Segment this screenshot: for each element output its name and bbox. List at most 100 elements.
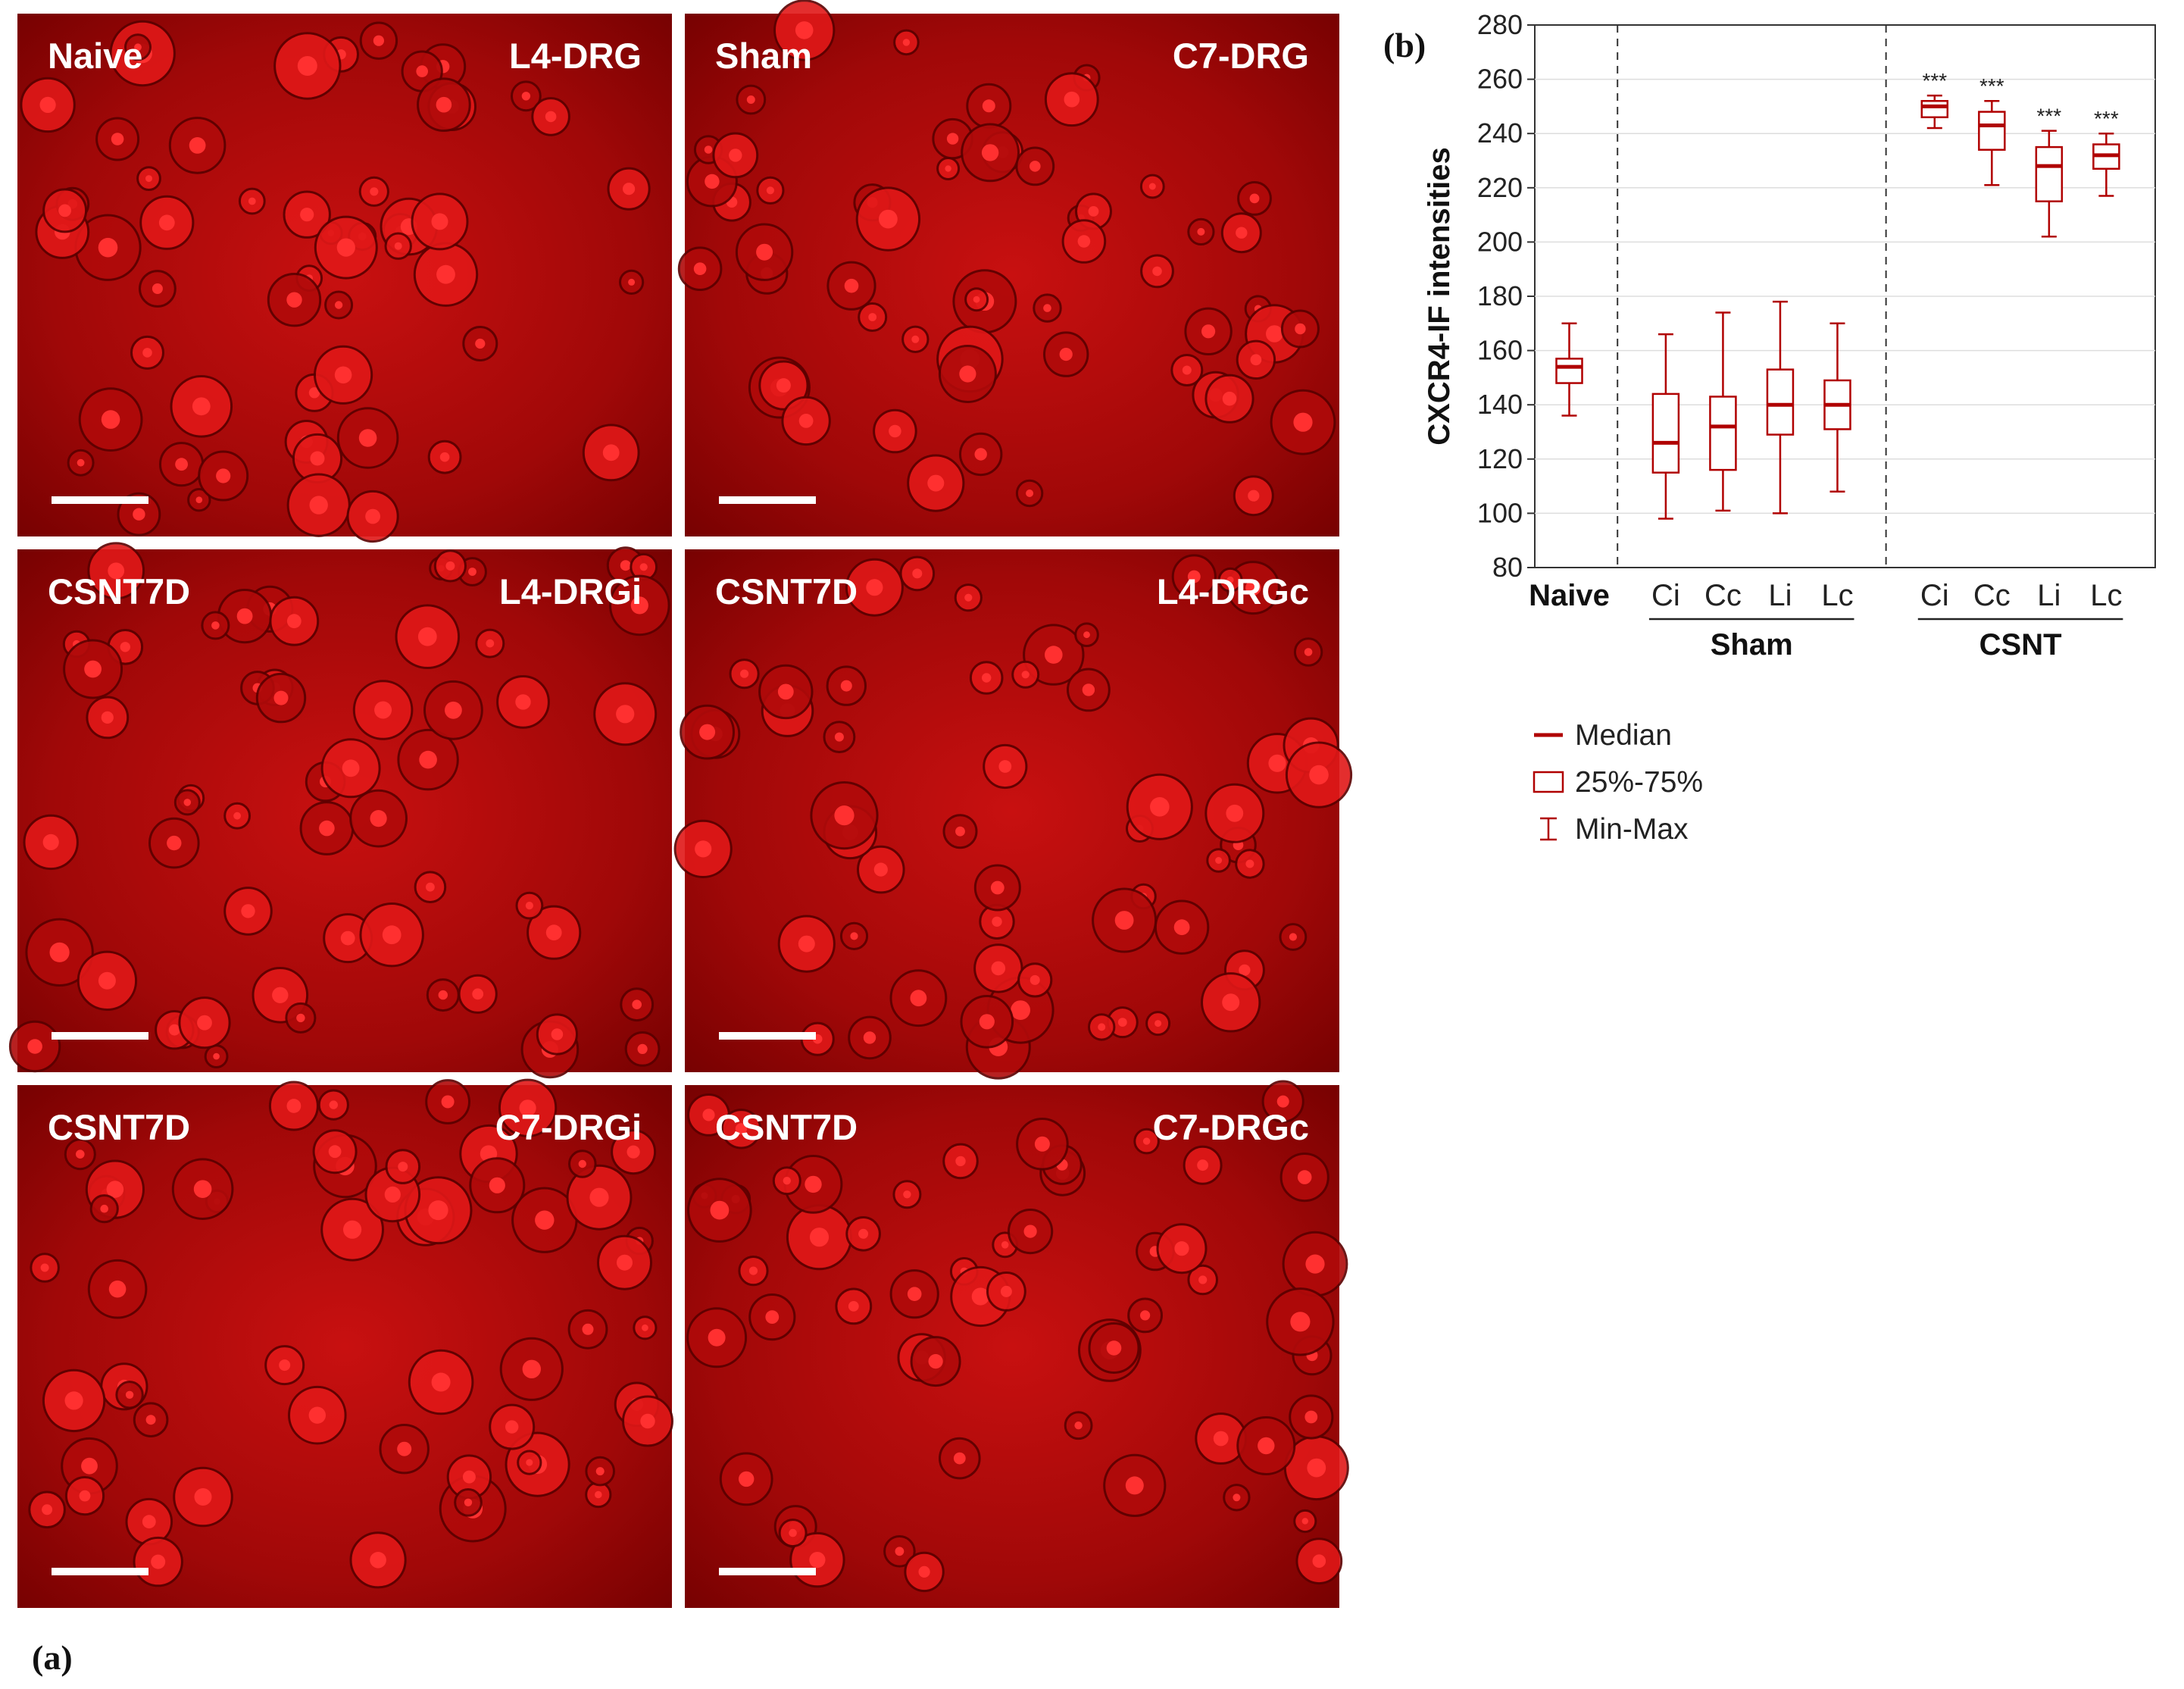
group-label: Sham	[715, 36, 812, 76]
neuron-nucleus	[955, 826, 965, 837]
iqr-box	[1920, 99, 1949, 118]
neuron-nucleus	[630, 596, 648, 615]
group-label: CSNT7D	[715, 1107, 858, 1147]
neuron-nucleus	[809, 1228, 830, 1247]
legend-item: Median	[1534, 719, 1672, 752]
neuron-nucleus	[1268, 754, 1286, 772]
neuron-nucleus	[1000, 1285, 1012, 1297]
box-1	[1555, 322, 1583, 417]
neuron-nucleus	[912, 568, 923, 579]
neuron-nucleus	[1011, 1000, 1030, 1020]
neuron-nucleus	[419, 750, 437, 769]
neuron-nucleus	[902, 39, 911, 46]
site-label: C7-DRG	[1173, 36, 1309, 76]
neuron-nucleus	[1074, 1422, 1083, 1430]
scale-bar	[52, 1568, 148, 1575]
neuron-nucleus	[168, 1024, 180, 1036]
neuron-nucleus	[464, 1498, 473, 1507]
neuron-nucleus	[133, 508, 145, 521]
neuron-nucleus	[236, 608, 253, 624]
neuron-nucleus	[868, 313, 877, 321]
neuron-nucleus	[595, 1467, 605, 1476]
box-8: ***	[2035, 105, 2064, 238]
neuron-nucleus	[194, 1488, 212, 1506]
neuron-nucleus	[152, 283, 163, 294]
group-label: CSNT7D	[48, 1107, 190, 1147]
neuron-nucleus	[535, 1210, 555, 1230]
box-7: ***	[1978, 74, 2006, 186]
neuron-nucleus	[384, 1186, 401, 1203]
neuron-nucleus	[756, 243, 773, 261]
neuron-nucleus	[858, 1228, 869, 1239]
neuron-nucleus	[286, 614, 302, 629]
box-5	[1823, 322, 1851, 493]
iqr-box	[1709, 396, 1737, 471]
neuron-nucleus	[1030, 161, 1041, 172]
neuron-nucleus	[903, 1190, 911, 1199]
neuron-nucleus	[907, 1287, 922, 1301]
neuron-nucleus	[1026, 489, 1034, 497]
neuron-nucleus	[1083, 631, 1090, 639]
neuron-nucleus	[620, 560, 631, 571]
neuron-nucleus	[308, 387, 320, 399]
micrograph-image	[685, 14, 1339, 536]
legend-item: Min-Max	[1540, 813, 1689, 846]
neuron-nucleus	[640, 1413, 655, 1429]
neuron-nucleus	[189, 137, 206, 154]
neuron-nucleus	[1059, 348, 1073, 361]
neuron-nucleus	[848, 1301, 859, 1312]
x-label: Li	[2037, 579, 2061, 612]
legend-label: Min-Max	[1575, 813, 1689, 846]
micrograph-panel: CSNT7D C7-DRGc	[685, 1080, 1349, 1608]
neuron-nucleus	[336, 238, 355, 257]
iqr-box	[1555, 358, 1583, 384]
neuron-nucleus	[445, 561, 455, 571]
neuron-nucleus	[783, 1177, 792, 1185]
neuron-nucleus	[873, 862, 888, 877]
neuron-nucleus	[273, 690, 289, 705]
neuron-nucleus	[545, 924, 562, 941]
site-label: L4-DRG	[509, 36, 642, 76]
neuron-nucleus	[895, 1547, 905, 1556]
neuron-nucleus	[370, 187, 379, 196]
panel-b-letter: (b)	[1383, 26, 1426, 64]
neuron-nucleus	[1215, 857, 1223, 864]
neuron-nucleus	[211, 621, 220, 630]
neuron-nucleus	[397, 1441, 412, 1456]
scale-bar	[719, 1568, 816, 1575]
x-label: Naive	[1529, 579, 1610, 612]
neuron-nucleus	[101, 410, 120, 429]
neuron-nucleus	[746, 95, 755, 104]
neuron-nucleus	[1304, 648, 1313, 656]
neuron-nucleus	[125, 1390, 134, 1400]
neuron-nucleus	[1309, 765, 1329, 785]
neuron-nucleus	[1245, 580, 1261, 596]
neuron-nucleus	[1023, 1225, 1037, 1238]
neuron-nucleus	[602, 444, 620, 461]
neuron-nucleus	[632, 999, 642, 1009]
neuron-nucleus	[42, 834, 59, 850]
neuron-nucleus	[27, 1039, 42, 1054]
neuron-nucleus	[431, 1372, 451, 1392]
x-label: Cc	[1704, 579, 1742, 612]
neuron-nucleus	[642, 1324, 648, 1331]
neuron-nucleus	[705, 174, 720, 189]
legend-label: Median	[1575, 719, 1672, 752]
neuron-nucleus	[850, 932, 858, 940]
legend-item: 25%-75%	[1533, 766, 1703, 799]
neuron-nucleus	[308, 1406, 326, 1424]
neuron-nucleus	[272, 987, 289, 1004]
neuron-nucleus	[42, 1504, 53, 1515]
box-2	[1651, 333, 1680, 520]
neuron-nucleus	[439, 452, 450, 462]
neuron-nucleus	[927, 474, 945, 492]
y-tick-label: 260	[1477, 64, 1523, 95]
y-tick-label: 80	[1492, 552, 1523, 583]
neuron-nucleus	[1226, 576, 1234, 583]
neuron-nucleus	[844, 278, 859, 293]
neuron-nucleus	[1030, 974, 1040, 985]
neuron-nucleus	[334, 366, 352, 384]
neuron-nucleus	[1148, 183, 1156, 190]
panel-a-letter: (a)	[32, 1638, 73, 1677]
